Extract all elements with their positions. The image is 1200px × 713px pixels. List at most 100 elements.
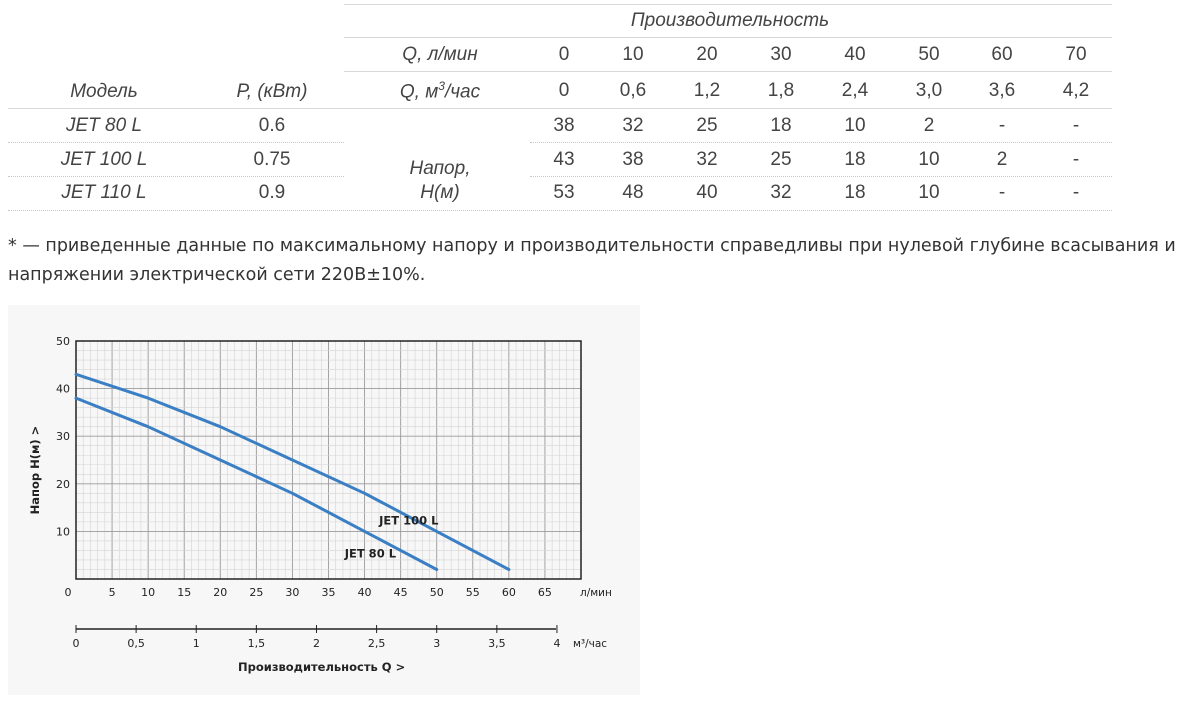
q-m3-0: 0 <box>558 80 570 101</box>
row3-v4: 18 <box>844 182 866 203</box>
row3-v1: 48 <box>622 182 644 203</box>
x-tick-label: 65 <box>538 586 552 599</box>
row2-v7: - <box>1072 149 1080 170</box>
row3-power: 0.9 <box>258 182 286 203</box>
x-tick-label: 55 <box>466 586 480 599</box>
group-header: Производительность <box>630 10 830 31</box>
table-line-header <box>8 108 1112 109</box>
row2-v6: 2 <box>996 149 1008 170</box>
chart-grid <box>76 341 581 579</box>
table-line-row2-right <box>530 176 1112 177</box>
q-lmin-3: 30 <box>770 44 792 65</box>
pump-curve-chart: 10 20 30 40 50 0 5 10 15 20 25 30 35 40 45 50 55 60 65 л/ми… <box>8 305 640 695</box>
table-line-row2-left <box>8 176 344 177</box>
x2-tick-label: 3 <box>433 637 440 650</box>
q-lmin-1: 10 <box>622 44 644 65</box>
row1-v0: 38 <box>553 115 575 136</box>
table-line-bottom <box>8 210 1112 211</box>
row1-v6: - <box>998 115 1006 136</box>
y-tick-label: 50 <box>56 335 70 348</box>
q-m3-2: 1,2 <box>693 80 721 101</box>
row1-power: 0.6 <box>258 115 286 136</box>
row2-v0: 43 <box>553 149 575 170</box>
row2-v3: 25 <box>770 149 792 170</box>
head-label-1: Напор, <box>409 158 471 179</box>
x-tick-label: 35 <box>322 586 336 599</box>
head-label-2: Н(м) <box>420 182 460 203</box>
x2-tick-label: 1,5 <box>248 637 266 650</box>
row3-v2: 40 <box>696 182 718 203</box>
row3-v5: 10 <box>918 182 940 203</box>
x2-unit-label: м³/час <box>573 638 607 650</box>
x2-tick-label: 2 <box>313 637 320 650</box>
q-m3-7: 4,2 <box>1062 80 1090 101</box>
row1-v3: 18 <box>770 115 792 136</box>
row2-model: JET 100 L <box>60 149 148 170</box>
series-label-jet100: JET 100 L <box>378 513 439 527</box>
q-lmin-7: 70 <box>1065 44 1087 65</box>
chart-curves <box>74 372 511 571</box>
x-tick-label: 10 <box>141 586 155 599</box>
performance-table: Производительность Модель P, (кВт) Q, л/… <box>0 0 1200 230</box>
x2-tick-label: 2,5 <box>368 637 386 650</box>
q-m3-6: 3,6 <box>988 80 1016 101</box>
q-m3-label: Q, м3/час <box>399 79 481 103</box>
row2-v1: 38 <box>622 149 644 170</box>
q-m3-1: 0,6 <box>619 80 647 101</box>
row1-v7: - <box>1072 115 1080 136</box>
row1-v5: 2 <box>923 115 935 136</box>
row2-v2: 32 <box>696 149 718 170</box>
row3-v0: 53 <box>553 182 575 203</box>
row1-v1: 32 <box>622 115 644 136</box>
q-lmin-5: 50 <box>918 44 940 65</box>
row3-v3: 32 <box>770 182 792 203</box>
row1-model: JET 80 L <box>65 115 143 136</box>
row3-v6: - <box>998 182 1006 203</box>
table-line-group <box>344 37 1112 38</box>
y-tick-label: 30 <box>56 430 70 443</box>
table-line-top <box>344 4 1112 5</box>
table-line-row1-right <box>530 142 1112 143</box>
x-axis-title: Производительность Q > <box>238 660 405 674</box>
x-tick-label: 5 <box>109 586 116 599</box>
x2-tick-label: 0,5 <box>127 637 145 650</box>
table-line-row1-left <box>8 142 344 143</box>
x-tick-label: 60 <box>502 586 516 599</box>
q-lmin-2: 20 <box>696 44 718 65</box>
x2-tick-label: 1 <box>193 637 200 650</box>
x-tick-label: 25 <box>249 586 263 599</box>
y-axis-title: Напор Н(м) > <box>28 426 42 515</box>
x2-tick-label: 4 <box>553 637 560 650</box>
q-lmin-0: 0 <box>558 44 570 65</box>
y-tick-label: 10 <box>56 525 70 538</box>
series-line-2 <box>74 372 511 571</box>
series-label-jet80: JET 80 L <box>344 547 397 561</box>
row1-v2: 25 <box>696 115 718 136</box>
model-header: Модель <box>70 81 138 102</box>
series-line-1 <box>74 396 439 571</box>
row2-power: 0.75 <box>253 149 291 170</box>
x-tick-label: 50 <box>430 586 444 599</box>
x-tick-label: 20 <box>213 586 227 599</box>
q-lmin-6: 60 <box>991 44 1013 65</box>
x-tick-label: 15 <box>177 586 191 599</box>
q-m3-3: 1,8 <box>767 80 795 101</box>
x-tick-label: 30 <box>285 586 299 599</box>
q-m3-5: 3,0 <box>915 80 943 101</box>
x-tick-label: 45 <box>394 586 408 599</box>
row2-v4: 18 <box>844 149 866 170</box>
table-line-q1 <box>344 71 1112 72</box>
row3-model: JET 110 L <box>61 182 147 203</box>
x-tick-label: 40 <box>358 586 372 599</box>
q-lmin-4: 40 <box>844 44 866 65</box>
q-lmin-label: Q, л/мин <box>402 44 478 65</box>
footnote: * — приведенные данные по максимальному … <box>8 232 1188 290</box>
q-m3-4: 2,4 <box>841 80 869 101</box>
plot-frame <box>75 340 582 580</box>
footnote-line-2: напряжении электрической сети 220В±10%. <box>8 265 426 285</box>
x-tick-label: 0 <box>65 586 72 599</box>
power-header: P, (кВт) <box>236 81 308 102</box>
row1-v4: 10 <box>844 115 866 136</box>
